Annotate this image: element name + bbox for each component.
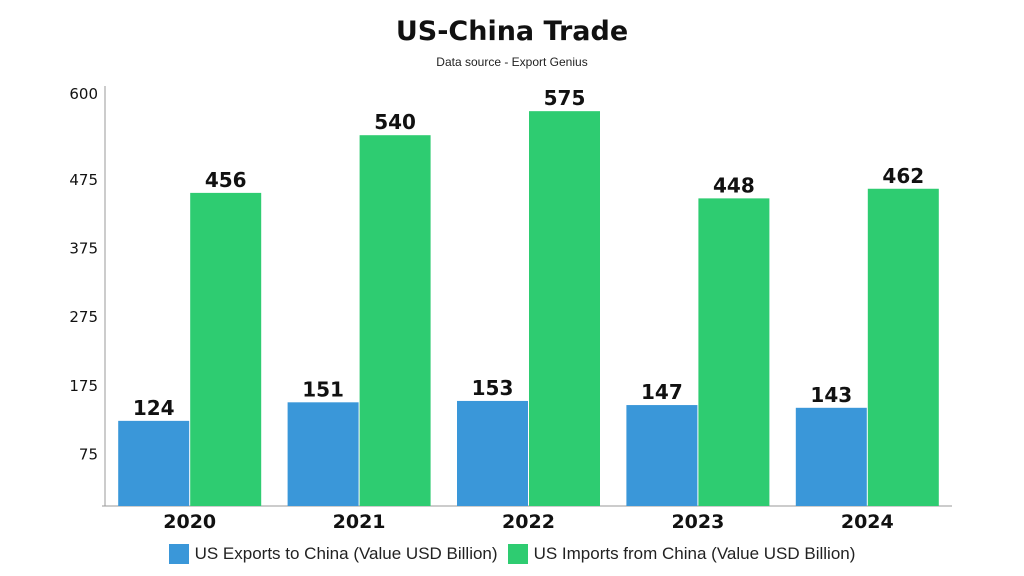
bar-exports (626, 405, 698, 506)
data-label: 462 (882, 164, 924, 188)
legend-item-imports: US Imports from China (Value USD Billion… (507, 544, 856, 564)
data-label: 147 (641, 380, 683, 404)
bar-exports (287, 402, 359, 506)
y-tick-label: 600 (69, 85, 98, 103)
bar-imports (529, 111, 600, 507)
data-label: 143 (810, 383, 852, 407)
legend-label-exports: US Exports to China (Value USD Billion) (194, 544, 498, 563)
x-tick-label: 2020 (163, 511, 216, 533)
bar-imports (359, 135, 431, 506)
x-tick-label: 2021 (333, 511, 386, 533)
x-tick-label: 2024 (841, 511, 894, 533)
y-tick-label: 275 (69, 308, 98, 326)
bar-imports (867, 188, 939, 506)
y-tick-label: 75 (79, 446, 98, 464)
y-tick-label: 475 (69, 171, 98, 189)
data-label: 540 (374, 110, 416, 134)
chart-title: US-China Trade (395, 16, 629, 47)
data-label: 448 (713, 173, 755, 197)
y-tick-label: 175 (69, 377, 98, 395)
y-tick-label: 375 (69, 240, 98, 258)
x-tick-label: 2023 (671, 511, 724, 533)
data-label: 153 (472, 376, 514, 400)
legend-item-exports: US Exports to China (Value USD Billion) (168, 544, 498, 564)
legend-swatch-exports (168, 544, 189, 564)
bar-imports (190, 192, 262, 506)
bar-imports (698, 198, 770, 506)
legend-swatch-imports (507, 544, 528, 564)
legend: US Exports to China (Value USD Billion) … (0, 544, 1024, 564)
data-label: 124 (133, 396, 175, 420)
bar-exports (795, 407, 867, 506)
data-label: 575 (544, 86, 586, 110)
data-label: 456 (205, 168, 247, 192)
data-label: 151 (302, 377, 344, 401)
legend-label-imports: US Imports from China (Value USD Billion… (533, 544, 856, 563)
bar-exports (118, 420, 190, 506)
x-tick-label: 2022 (502, 511, 555, 533)
bar-exports (457, 400, 528, 506)
chart-subtitle: Data source - Export Genius (436, 55, 588, 69)
